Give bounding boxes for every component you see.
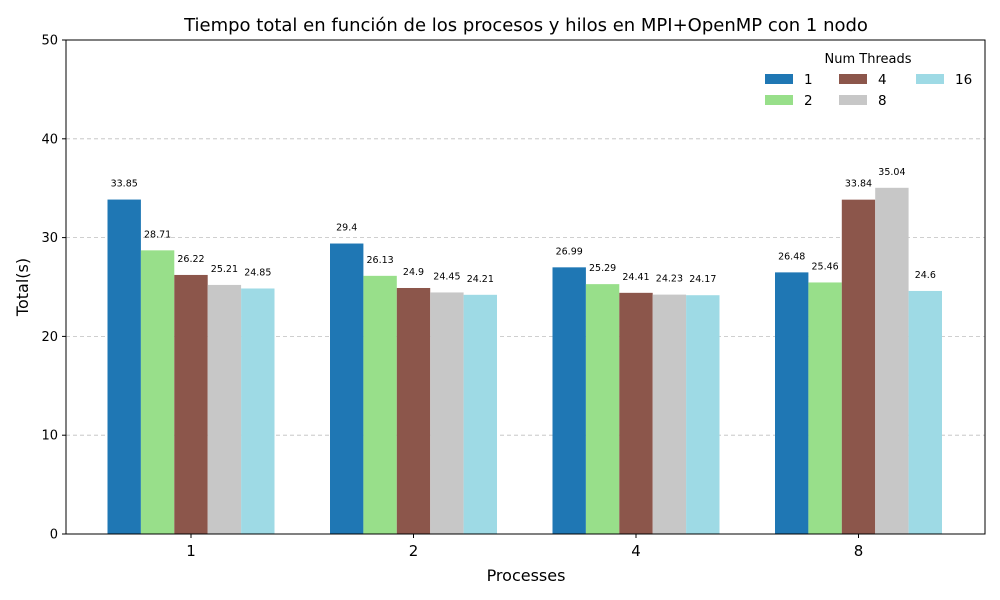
legend-label: 1 bbox=[804, 72, 813, 88]
bar bbox=[174, 274, 208, 534]
bar bbox=[330, 243, 364, 534]
bar bbox=[875, 187, 909, 534]
legend-title: Num Threads bbox=[825, 52, 912, 67]
legend-label: 16 bbox=[955, 72, 972, 88]
y-tick-label: 40 bbox=[41, 132, 58, 147]
y-tick-label: 50 bbox=[41, 34, 58, 49]
y-tick-label: 10 bbox=[41, 429, 58, 444]
bar bbox=[585, 284, 620, 534]
legend-swatch bbox=[839, 95, 867, 105]
legend-swatch bbox=[839, 74, 867, 84]
bar bbox=[619, 292, 653, 534]
bar bbox=[652, 294, 687, 534]
bar bbox=[552, 267, 586, 534]
legend: Num Threads 1 2 4 8 16 bbox=[765, 52, 972, 109]
y-tick-label: 20 bbox=[41, 330, 58, 345]
bar bbox=[908, 290, 942, 534]
legend-label: 8 bbox=[878, 93, 887, 109]
bar bbox=[207, 284, 242, 534]
bar bbox=[808, 282, 842, 534]
bar-value-label: 28.71 bbox=[144, 229, 171, 240]
chart-title: Tiempo total en función de los procesos … bbox=[183, 15, 868, 36]
bar bbox=[841, 199, 876, 534]
bar-value-labels: 33.85 28.71 26.22 25.21 24.85 29.4 26.13 24.9 24… bbox=[111, 167, 936, 285]
bar-value-label: 29.4 bbox=[336, 223, 357, 234]
bar-value-label: 24.85 bbox=[244, 267, 271, 278]
bar-value-label: 33.84 bbox=[845, 179, 872, 190]
x-tick-label: 4 bbox=[631, 542, 641, 560]
bar bbox=[107, 199, 141, 534]
x-tick-label: 2 bbox=[409, 542, 419, 560]
bars bbox=[107, 187, 942, 534]
bar-value-label: 26.48 bbox=[778, 251, 805, 262]
y-axis-label: Total(s) bbox=[13, 258, 32, 317]
bar-value-label: 24.41 bbox=[622, 272, 649, 283]
bar-value-label: 26.99 bbox=[556, 246, 583, 257]
x-tick-label: 1 bbox=[186, 542, 196, 560]
bar bbox=[463, 294, 497, 534]
legend-swatch bbox=[765, 74, 793, 84]
bar-value-label: 33.85 bbox=[111, 179, 138, 190]
legend-label: 2 bbox=[804, 93, 813, 109]
legend-swatch bbox=[916, 74, 944, 84]
bar-value-label: 24.9 bbox=[403, 267, 424, 278]
bar bbox=[140, 250, 175, 534]
bar-value-label: 26.22 bbox=[177, 254, 204, 265]
bar bbox=[686, 295, 720, 534]
x-tick-label: 8 bbox=[854, 542, 864, 560]
bar-value-label: 24.6 bbox=[915, 270, 936, 281]
legend-label: 4 bbox=[878, 72, 887, 88]
bar-value-label: 35.04 bbox=[878, 167, 905, 178]
x-axis: 1 2 4 8 bbox=[186, 534, 863, 560]
bar bbox=[396, 287, 431, 534]
bar-value-label: 24.45 bbox=[433, 271, 460, 282]
plot-frame bbox=[65, 39, 986, 535]
bar bbox=[430, 292, 464, 534]
bar-value-label: 24.17 bbox=[689, 274, 716, 285]
bar bbox=[241, 288, 275, 534]
bar-value-label: 24.21 bbox=[467, 274, 494, 285]
legend-swatch bbox=[765, 95, 793, 105]
x-axis-label: Processes bbox=[487, 566, 566, 585]
bar-value-label: 25.29 bbox=[589, 263, 616, 274]
bar-value-label: 25.21 bbox=[211, 264, 238, 275]
bar bbox=[363, 275, 397, 534]
bar-value-label: 26.13 bbox=[366, 255, 393, 266]
y-axis: 0 10 20 30 40 50 bbox=[41, 34, 66, 543]
y-tick-label: 0 bbox=[50, 528, 58, 543]
bar bbox=[775, 272, 809, 534]
y-tick-label: 30 bbox=[41, 231, 58, 246]
bar-value-label: 25.46 bbox=[811, 261, 838, 272]
bar-value-label: 24.23 bbox=[656, 274, 683, 285]
